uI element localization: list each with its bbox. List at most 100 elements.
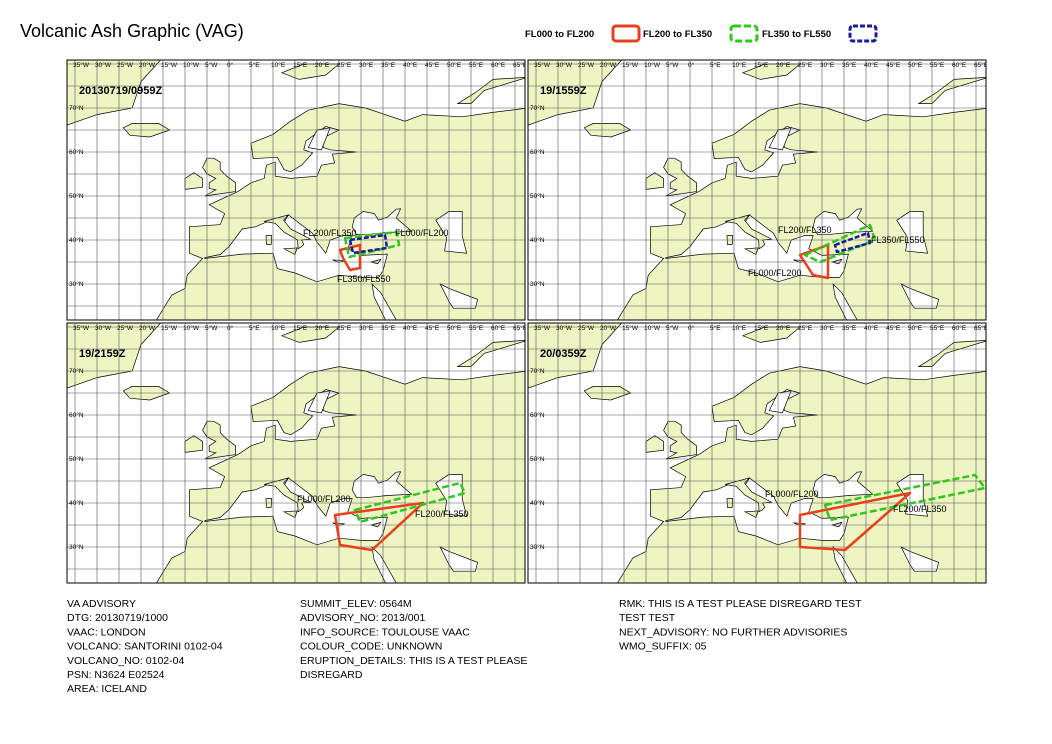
lon-label: 10°W [644,61,661,69]
land [743,247,759,255]
valid-time: 20/0359Z [540,348,587,360]
lon-label: 20°E [776,61,791,69]
lon-label: 60°E [952,61,967,69]
lon-label: 65°E [513,324,528,332]
lon-label: 35°W [534,61,551,69]
sea [307,127,331,151]
lat-label: 50°N [530,455,545,463]
lon-label: 15°E [754,324,769,332]
info-line: DISREGARD [300,669,363,681]
info-line: ADVISORY_NO: 2013/001 [300,612,425,624]
lon-label: 20°W [600,324,617,332]
lon-label: 60°E [491,61,506,69]
lon-label: 20°W [139,324,156,332]
lon-label: 35°W [73,324,90,332]
lon-label: 60°E [491,324,506,332]
lon-label: 25°E [337,324,352,332]
lon-label: 10°E [732,324,747,332]
lon-label: 25°W [578,324,595,332]
ash-label: FL350/FL550 [337,274,391,284]
lon-label: 35°E [381,324,396,332]
lon-label: 50°E [447,324,462,332]
map-panel: 35°W 30°W 25°W 20°W 15°W 10°W 5°W 0° 5°E 10°E 15°E… [527,59,987,321]
ash-area [353,481,467,524]
info-line: NEXT_ADVISORY: NO FURTHER ADVISORIES [619,626,847,638]
info-line: AREA: ICELAND [67,683,147,695]
lon-label: 20°W [600,61,617,69]
sea [351,471,413,499]
lat-label: 60°N [530,411,545,419]
lon-label: 30°E [359,324,374,332]
lon-label: 30°W [556,324,573,332]
lon-label: 15°W [161,61,178,69]
land [67,60,162,126]
lat-label: 60°N [69,148,84,156]
valid-time: 19/1559Z [540,85,587,97]
lon-label: 15°E [293,61,308,69]
valid-time: 20130719/0959Z [79,85,162,97]
lat-label: 40°N [530,236,545,244]
lat-label: 30°N [530,543,545,551]
lat-label: 40°N [69,499,84,507]
ash-area [338,243,362,272]
lon-label: 30°W [556,61,573,69]
land [280,326,340,343]
lat-label: 40°N [530,499,545,507]
ash-label: FL000/FL200 [297,494,351,504]
panel-frame [66,59,526,321]
info-line: ERUPTION_DETAILS: THIS IS A TEST PLEASE [300,655,527,667]
lon-label: 20°E [776,324,791,332]
lon-label: 35°W [534,324,551,332]
lon-label: 50°E [447,61,462,69]
info-line: VOLCANO_NO: 0102-04 [67,655,184,667]
info-line: TEST TEST [619,612,676,624]
ash-area [833,231,872,254]
lon-label: 25°E [337,61,352,69]
land [741,326,801,343]
lat-label: 70°N [69,367,84,375]
map-panel: 35°W 30°W 25°W 20°W 15°W 10°W 5°W 0° 5°E 10°E 15°E… [66,59,526,321]
lon-label: 45°E [425,324,440,332]
lon-label: 5°W [205,61,218,69]
lon-label: 20°E [315,324,330,332]
land [369,258,382,265]
legend-swatch [611,24,641,43]
lon-label: 0° [227,61,234,69]
lat-label: 50°N [69,192,84,200]
info-line: VA ADVISORY [67,598,136,610]
lat-label: 60°N [530,148,545,156]
lon-label: 35°E [842,324,857,332]
lon-label: 55°E [930,324,945,332]
lon-label: 35°E [381,61,396,69]
lon-label: 40°E [864,61,879,69]
sea [832,545,858,583]
lat-label: 30°N [530,280,545,288]
lon-label: 5°E [249,324,260,332]
page-title: Volcanic Ash Graphic (VAG) [20,21,244,41]
land [264,477,312,513]
info-line: WMO_SUFFIX: 05 [619,641,707,653]
info-line: PSN: N3624 E02524 [67,669,165,681]
lat-label: 70°N [530,104,545,112]
ash-area [798,491,912,552]
land [264,214,312,250]
info-line: VAAC: LONDON [67,626,146,638]
lat-label: 70°N [69,104,84,112]
ash-label: FL350/FL550 [871,235,925,245]
lon-label: 55°E [930,61,945,69]
land [67,323,162,389]
lon-label: 60°E [952,324,967,332]
lon-label: 30°E [820,324,835,332]
lon-label: 10°E [271,324,286,332]
lon-label: 5°W [666,324,679,332]
lon-label: 15°E [293,324,308,332]
lon-label: 55°E [469,61,484,69]
lon-label: 5°E [249,61,260,69]
lon-label: 35°W [73,61,90,69]
lon-label: 50°E [908,324,923,332]
ash-area [823,473,986,522]
legend-label: FL350 to FL550 [762,29,831,40]
legend-swatch [729,24,759,43]
lon-label: 30°E [359,61,374,69]
